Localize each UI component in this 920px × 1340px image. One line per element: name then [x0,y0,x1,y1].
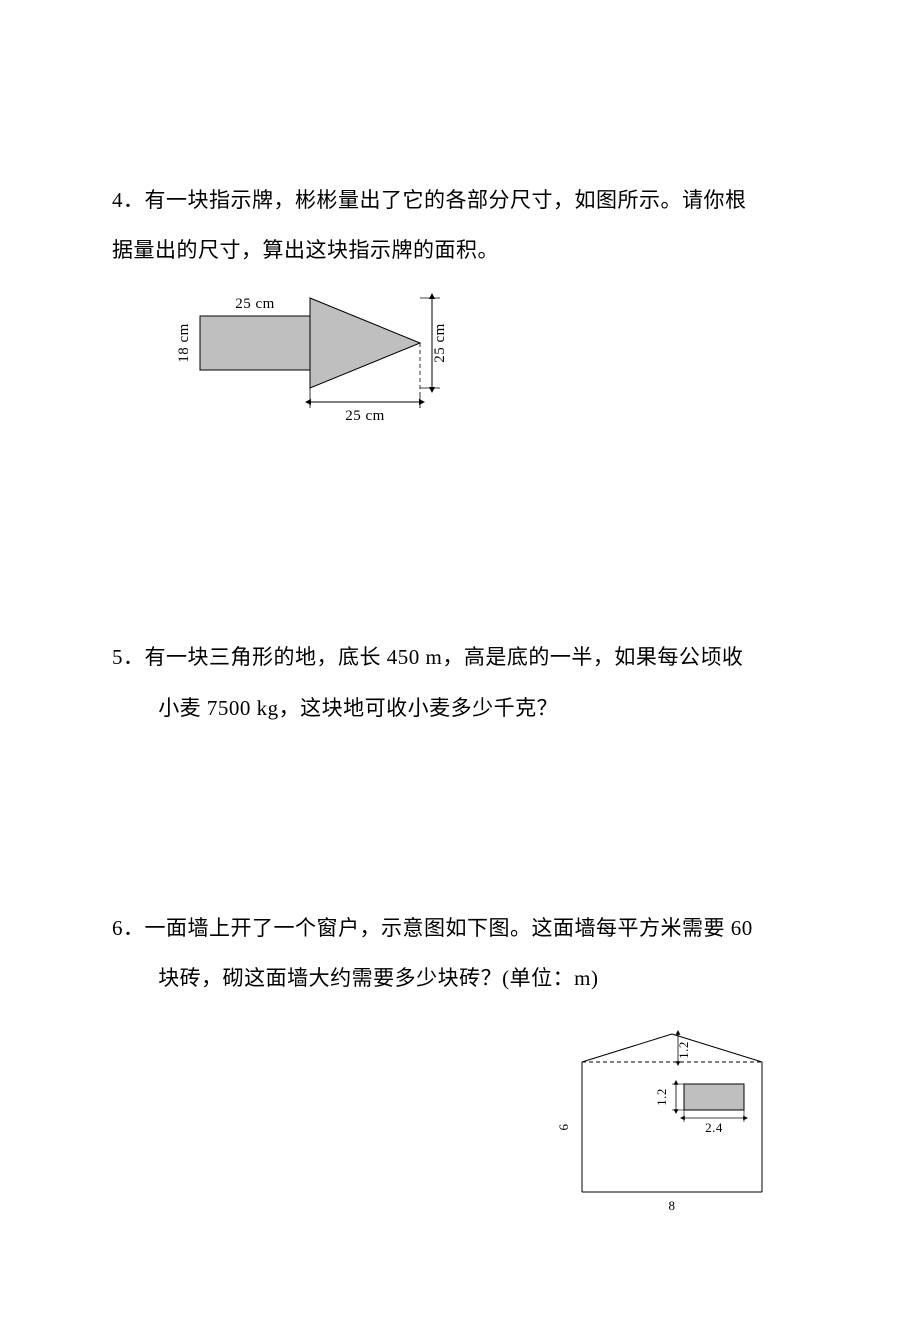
problem-4: 4．有一块指示牌，彬彬量出了它的各部分尺寸，如图所示。请你根 据量出的尺寸，算出… [112,175,810,462]
svg-text:2.4: 2.4 [705,1120,723,1135]
svg-text:1.2: 1.2 [654,1088,669,1106]
problem-6-line1: 6．一面墙上开了一个窗户，示意图如下图。这面墙每平方米需要 60 [112,903,810,953]
problem-5-line2: 小麦 7500 kg，这块地可收小麦多少千克？ [112,683,810,733]
figure-1: 25 cm 18 cm 25 cm 25 cm [162,284,810,462]
problem-6: 6．一面墙上开了一个窗户，示意图如下图。这面墙每平方米需要 60 块砖，砌这面墙… [112,903,810,1240]
svg-text:8: 8 [669,1198,676,1213]
svg-text:18 cm: 18 cm [176,323,192,363]
problem-4-line2: 据量出的尺寸，算出这块指示牌的面积。 [112,225,810,275]
svg-text:25 cm: 25 cm [345,408,385,424]
problem-5: 5．有一块三角形的地，底长 450 m，高是底的一半，如果每公顷收 小麦 750… [112,632,810,733]
svg-text:25 cm: 25 cm [432,323,448,363]
problem-4-line1: 4．有一块指示牌，彬彬量出了它的各部分尺寸，如图所示。请你根 [112,175,810,225]
figure-2: 1.2 1.2 2.4 6 8 [542,1022,810,1240]
problem-6-line2: 块砖，砌这面墙大约需要多少块砖？(单位：m) [112,953,810,1003]
svg-text:6: 6 [556,1123,571,1130]
svg-text:1.2: 1.2 [676,1041,691,1059]
problem-5-line1: 5．有一块三角形的地，底长 450 m，高是底的一半，如果每公顷收 [112,632,810,682]
svg-text:25 cm: 25 cm [235,296,275,312]
